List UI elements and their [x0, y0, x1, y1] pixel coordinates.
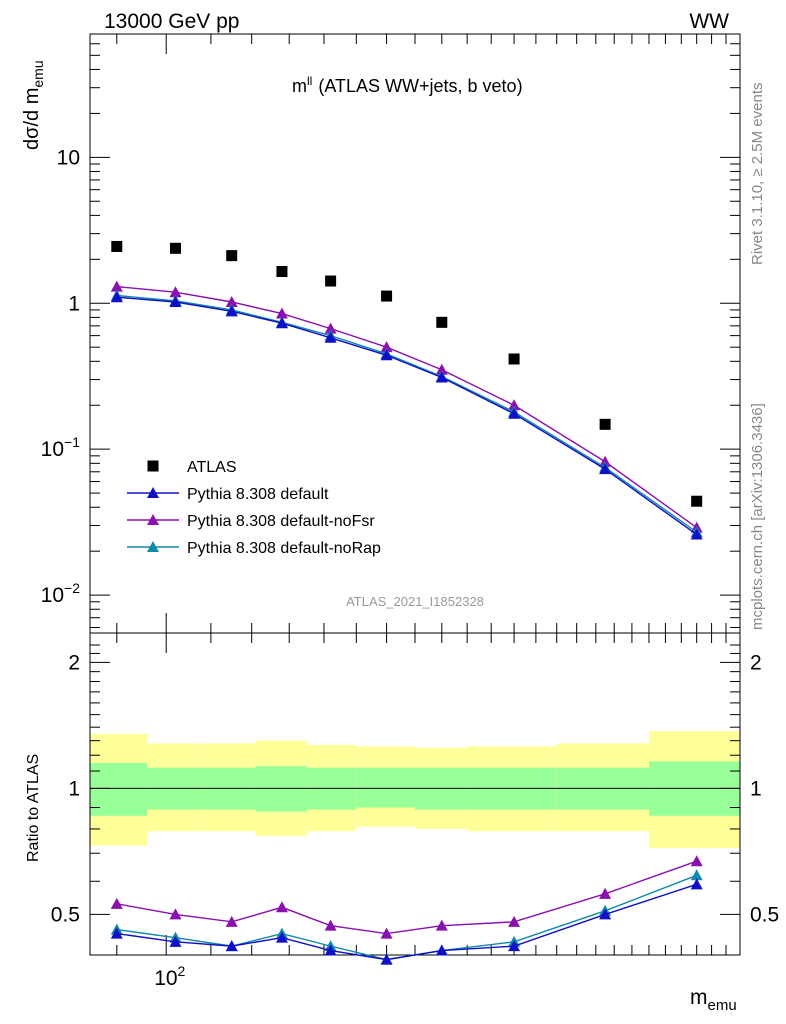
- ratio-point-pythia-8-308-default: [324, 944, 337, 956]
- data-point-atlas: [226, 250, 238, 262]
- series-line-pythia-8-308-default: [116, 296, 698, 536]
- ratio-band-green: [255, 766, 307, 812]
- y-tick-label: 10−1: [41, 434, 81, 461]
- y-tick-label: 10: [57, 146, 80, 169]
- main-panel-series: [110, 240, 703, 540]
- plot-title-sup: ll: [307, 74, 312, 88]
- ratio-point-pythia-8-308-default: [380, 953, 393, 965]
- data-point-atlas: [111, 240, 123, 252]
- y-tick-label: 10−2: [41, 580, 81, 607]
- ratio-point-pythia-8-308-default: [690, 878, 703, 890]
- data-point-pythia-8-308-default: [324, 331, 337, 343]
- main-y-axis-label-sub: emu: [30, 60, 46, 87]
- axis-tick-labels: 10 1 10−1 10−2 2 2 1 1 0.5 0.5 102: [41, 146, 780, 990]
- y-tick-label: 1: [68, 292, 80, 315]
- ratio-uncertainty-bands: [90, 731, 740, 849]
- x-axis-label: memu: [690, 986, 737, 1014]
- ratio-point-pythia-8-308-default-nofsr: [380, 927, 393, 939]
- ratio-tick-label-right: 0.5: [750, 903, 779, 926]
- data-point-atlas: [325, 275, 337, 287]
- ratio-point-pythia-8-308-default-nofsr: [508, 915, 521, 927]
- ratio-tick-label-right: 1: [750, 777, 762, 800]
- data-point-pythia-8-308-default: [110, 291, 123, 303]
- legend-label-pythia-8-308-default-nofsr: Pythia 8.308 default-noFsr: [187, 513, 375, 530]
- legend: ATLAS Pythia 8.308 default Pythia 8.308 de…: [127, 459, 381, 557]
- ratio-tick-label-left: 0.5: [51, 903, 80, 926]
- data-point-atlas: [691, 495, 703, 507]
- ratio-panel-series: [110, 855, 703, 965]
- axis-ticks: [90, 33, 741, 956]
- ratio-point-pythia-8-308-default: [508, 940, 521, 952]
- legend-label-pythia-8-308-default-norap: Pythia 8.308 default-noRap: [187, 540, 381, 557]
- ratio-band-green: [356, 767, 415, 808]
- ratio-point-pythia-8-308-default-nofsr: [110, 897, 123, 909]
- ratio-y-axis-label: Ratio to ATLAS: [25, 754, 42, 862]
- series-line-pythia-8-308-default-nofsr: [116, 285, 698, 529]
- ratio-point-pythia-8-308-default: [110, 927, 123, 939]
- ratio-point-pythia-8-308-default-nofsr: [275, 901, 288, 913]
- ratio-band-green: [90, 762, 148, 816]
- ratio-tick-label-left: 1: [68, 777, 80, 800]
- ratio-point-pythia-8-308-default: [435, 944, 448, 956]
- data-point-pythia-8-308-default-nofsr: [225, 295, 238, 307]
- ratio-line-pythia-8-308-default: [116, 883, 697, 961]
- data-point-pythia-8-308-default: [169, 295, 182, 307]
- data-point-pythia-8-308-default-nofsr: [599, 455, 612, 467]
- data-point-pythia-8-308-default: [380, 349, 393, 361]
- data-point-atlas: [436, 316, 448, 328]
- legend-marker-pythia-8-308-default-norap: [147, 541, 159, 552]
- ratio-point-pythia-8-308-default-nofsr: [690, 855, 703, 867]
- data-point-pythia-8-308-default-nofsr: [324, 322, 337, 334]
- ratio-point-pythia-8-308-default-nofsr: [599, 887, 612, 899]
- legend-label-atlas: ATLAS: [187, 459, 237, 476]
- x-tick-label: 102: [154, 963, 185, 990]
- ratio-point-pythia-8-308-default-norap: [690, 869, 703, 881]
- data-point-pythia-8-308-default-nofsr: [380, 341, 393, 353]
- data-point-pythia-8-308-default-nofsr: [110, 280, 123, 292]
- ratio-point-pythia-8-308-default-nofsr: [225, 915, 238, 927]
- analysis-watermark: ATLAS_2021_I1852328: [346, 594, 484, 609]
- plot-title-main: m: [292, 76, 307, 96]
- ratio-line-pythia-8-308-default-nofsr: [116, 860, 697, 935]
- ratio-point-pythia-8-308-default-nofsr: [324, 919, 337, 931]
- ratio-point-pythia-8-308-default-nofsr: [435, 919, 448, 931]
- data-point-atlas: [276, 266, 288, 278]
- data-point-atlas: [381, 290, 393, 302]
- data-point-pythia-8-308-default: [690, 528, 703, 540]
- data-point-pythia-8-308-default: [599, 463, 612, 475]
- legend-marker-atlas: [147, 460, 159, 472]
- ratio-point-pythia-8-308-default: [599, 908, 612, 920]
- rivet-label: Rivet 3.1.10, ≥ 2.5M events: [749, 83, 766, 266]
- data-point-pythia-8-308-default: [435, 371, 448, 383]
- series-line-pythia-8-308-default-norap: [116, 294, 698, 533]
- ratio-point-pythia-8-308-default: [225, 940, 238, 952]
- ratio-tick-label-right: 2: [750, 651, 762, 674]
- ratio-line-pythia-8-308-default-norap: [116, 874, 697, 961]
- process-label: WW: [689, 10, 729, 33]
- ratio-point-pythia-8-308-default: [169, 935, 182, 947]
- data-point-pythia-8-308-default-nofsr: [275, 307, 288, 319]
- ratio-tick-label-left: 2: [68, 651, 80, 674]
- ratio-point-pythia-8-308-default-nofsr: [169, 908, 182, 920]
- data-point-atlas: [599, 418, 611, 430]
- data-point-pythia-8-308-default: [225, 305, 238, 317]
- legend-marker-pythia-8-308-default-nofsr: [147, 514, 159, 525]
- data-point-pythia-8-308-default: [275, 317, 288, 329]
- mcplots-label: mcplots.cern.ch [arXiv:1306.3436]: [749, 403, 766, 630]
- x-axis-label-sub: emu: [708, 997, 737, 1014]
- data-point-pythia-8-308-default: [508, 407, 521, 419]
- data-point-pythia-8-308-default-nofsr: [169, 286, 182, 298]
- main-y-axis-label: dσ/d memu: [21, 60, 46, 150]
- beam-label: 13000 GeV pp: [104, 10, 239, 33]
- plot-title-rest: (ATLAS WW+jets, b veto): [318, 76, 522, 96]
- plot-title: mll (ATLAS WW+jets, b veto): [292, 74, 523, 96]
- data-point-pythia-8-308-default-nofsr: [508, 399, 521, 411]
- legend-marker-pythia-8-308-default: [147, 487, 159, 498]
- data-point-atlas: [508, 353, 520, 365]
- legend-label-pythia-8-308-default: Pythia 8.308 default: [187, 486, 329, 503]
- data-point-pythia-8-308-default-nofsr: [435, 363, 448, 375]
- data-point-atlas: [169, 242, 181, 254]
- ratio-point-pythia-8-308-default: [275, 931, 288, 943]
